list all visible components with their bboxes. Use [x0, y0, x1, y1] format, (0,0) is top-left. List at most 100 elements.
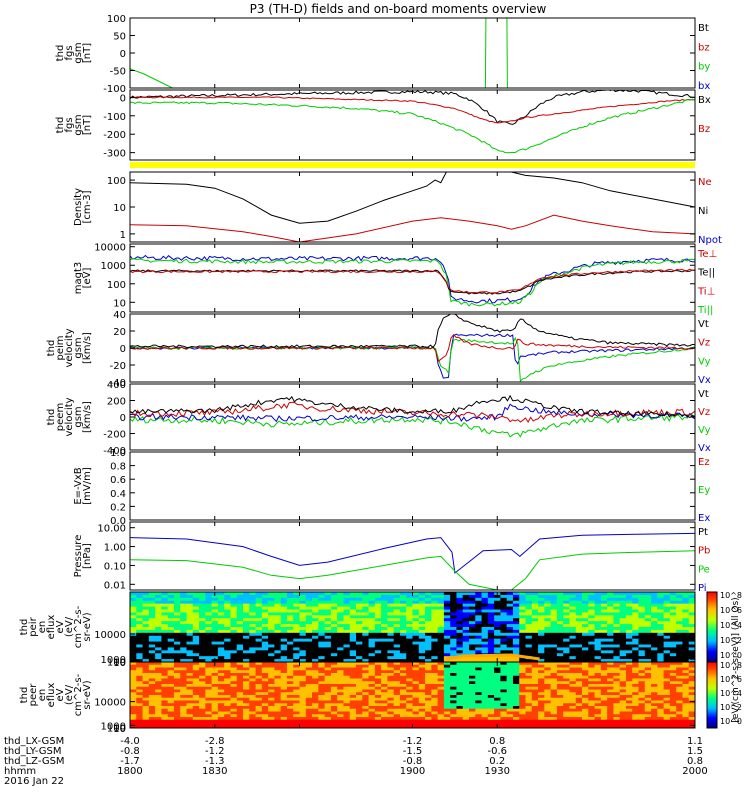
ylabel-line: [nPa]: [82, 543, 93, 569]
ylabel-line: fgs: [64, 117, 75, 132]
ytick-label: 0.01: [104, 580, 126, 591]
ytick-label: 0.4: [110, 489, 126, 500]
xtick-label: 1.5: [687, 746, 703, 757]
ylabel-line: Density: [73, 188, 84, 226]
xtick-label: 1.1: [687, 736, 703, 747]
ylabel-line: eV: [55, 688, 66, 701]
series-peim_vel-2: [130, 334, 695, 363]
xtick-label: 1830: [202, 766, 227, 777]
panel-frame: [129, 521, 696, 591]
spectrogram-peir: [130, 592, 695, 662]
mode-bar: [130, 162, 695, 168]
ytick-label: 0.6: [110, 475, 126, 486]
ylabel-line: gsm: [73, 114, 84, 135]
colorbar-label: 10^6: [720, 606, 742, 615]
ytick-label: 100: [107, 14, 126, 25]
ylabel-line: [mV/m]: [82, 467, 93, 505]
series-peem_vel-3: [130, 394, 695, 419]
ytick-label: -100: [103, 84, 126, 95]
panel-frame: [129, 171, 696, 243]
ylabel-line: thd: [46, 409, 57, 426]
ytick-label: -40: [110, 378, 126, 389]
xtick-label: -0.8: [120, 746, 140, 757]
ylabel-line: [nT]: [82, 115, 93, 135]
legend-entry: Pt: [698, 527, 708, 538]
ylabel-line: thd: [55, 117, 66, 134]
colorbar-label: 10^8: [720, 661, 742, 670]
legend-entry: Ey: [698, 485, 710, 496]
ylabel-line: cm^2-s-: [73, 605, 84, 648]
ytick-label: 0: [120, 49, 126, 60]
legend-entry: bz: [698, 42, 710, 53]
legend-entry: Npot: [698, 235, 722, 246]
ytick-label: -20: [110, 361, 126, 372]
panel-frame: [129, 17, 696, 89]
ytick-label: 10000: [94, 243, 126, 254]
legend-entry: Vz: [698, 407, 710, 418]
ytick-label: 10: [113, 298, 126, 309]
legend-entry: Pe: [698, 564, 710, 575]
ytick-label: 10000: [94, 698, 126, 709]
series-mom_temp-2: [130, 269, 695, 295]
ylabel-line: [cm-3]: [82, 190, 93, 223]
xaxis-row-label: thd_LY-GSM: [4, 746, 61, 757]
legend-entry: Ni: [698, 206, 708, 217]
ytick-label: 1.0: [110, 448, 126, 459]
ytick-label: 20: [113, 327, 126, 338]
ylabel-line: en: [37, 689, 48, 702]
colorbar-label: 10^0: [720, 651, 742, 660]
series-fgs2-2: [130, 98, 695, 154]
series-mom_density-1: [130, 214, 695, 242]
ylabel-line: Pressure: [73, 535, 84, 578]
ytick-label: 10: [113, 658, 126, 669]
panel-frame: [129, 313, 696, 383]
series-mom_temp-3: [130, 268, 695, 294]
legend-entry: Vz: [698, 338, 710, 349]
legend-entry: Vy: [698, 356, 711, 367]
xtick-label: 1900: [400, 766, 425, 777]
legend-entry: Te||: [697, 268, 715, 279]
ytick-label: 1.00: [104, 543, 126, 554]
ytick-label: -200: [103, 130, 126, 141]
ylabel-line: (eV/: [64, 684, 75, 705]
colorbar-label: 10^2: [720, 703, 742, 712]
xaxis-row-label: thd_LZ-GSM: [4, 756, 65, 767]
xtick-label: -4.0: [120, 736, 140, 747]
xtick-label: -1.5: [403, 746, 423, 757]
ylabel-line: thd: [19, 687, 30, 704]
ytick-label: 100: [107, 280, 126, 291]
xtick-label: -1.2: [205, 746, 225, 757]
legend-entry: Vy: [698, 425, 711, 436]
ylabel-line: sr-eV): [82, 680, 93, 709]
legend-entry: Pb: [698, 546, 710, 557]
ytick-label: 40: [113, 310, 126, 321]
ytick-label: -50: [110, 67, 126, 78]
ylabel-line: peir: [28, 616, 39, 636]
legend-entry: bx: [698, 81, 710, 92]
panel-frame: [129, 451, 696, 521]
colorbar-title: [eV/(cm^2-s-sr-eV)] (All Qs): [731, 597, 741, 722]
legend-entry: Ti||: [697, 305, 713, 316]
ytick-label: 0.8: [110, 462, 126, 473]
ytick-label: 0: [120, 344, 126, 355]
xtick-label: 1800: [117, 766, 142, 777]
xtick-label: 1930: [485, 766, 510, 777]
xaxis-row-label: 2016 Jan 22: [4, 776, 64, 787]
ytick-label: 10: [113, 203, 126, 214]
legend-entry: Pi: [698, 583, 707, 594]
legend-entry: Ti⊥: [697, 286, 715, 297]
legend-entry: Vt: [698, 389, 709, 400]
ylabel-line: thd: [19, 619, 30, 636]
series-fgs1-1: [484, 18, 487, 88]
ylabel-line: E=-VxB: [73, 467, 84, 504]
colorbar-label: 10^8: [720, 591, 742, 600]
ylabel-line: eV: [55, 620, 66, 633]
ylabel-line: (eV/: [64, 616, 75, 637]
xtick-label: 0.8: [489, 736, 505, 747]
ylabel-line: sr-eV): [82, 612, 93, 641]
ytick-label: 0.2: [110, 502, 126, 513]
